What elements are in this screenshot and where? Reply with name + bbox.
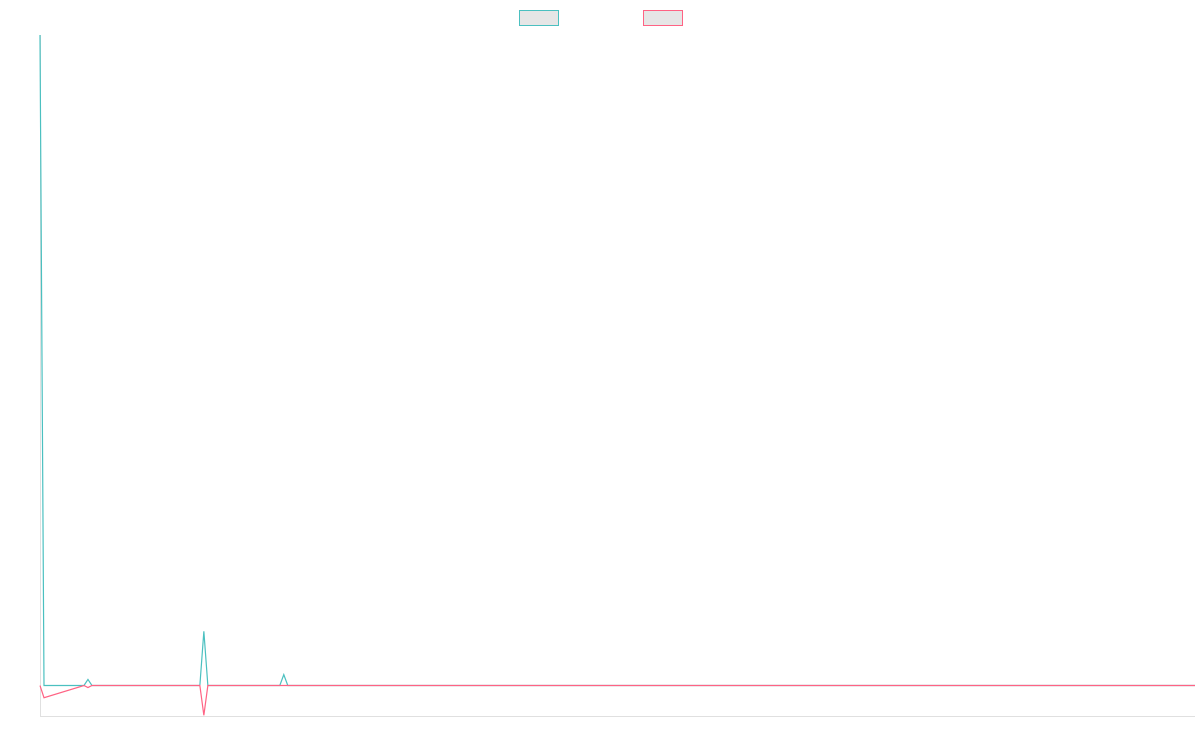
series-line bbox=[39, 684, 1195, 716]
legend-swatch bbox=[643, 10, 683, 26]
legend-swatch bbox=[519, 10, 559, 26]
series-line bbox=[39, 34, 1195, 687]
